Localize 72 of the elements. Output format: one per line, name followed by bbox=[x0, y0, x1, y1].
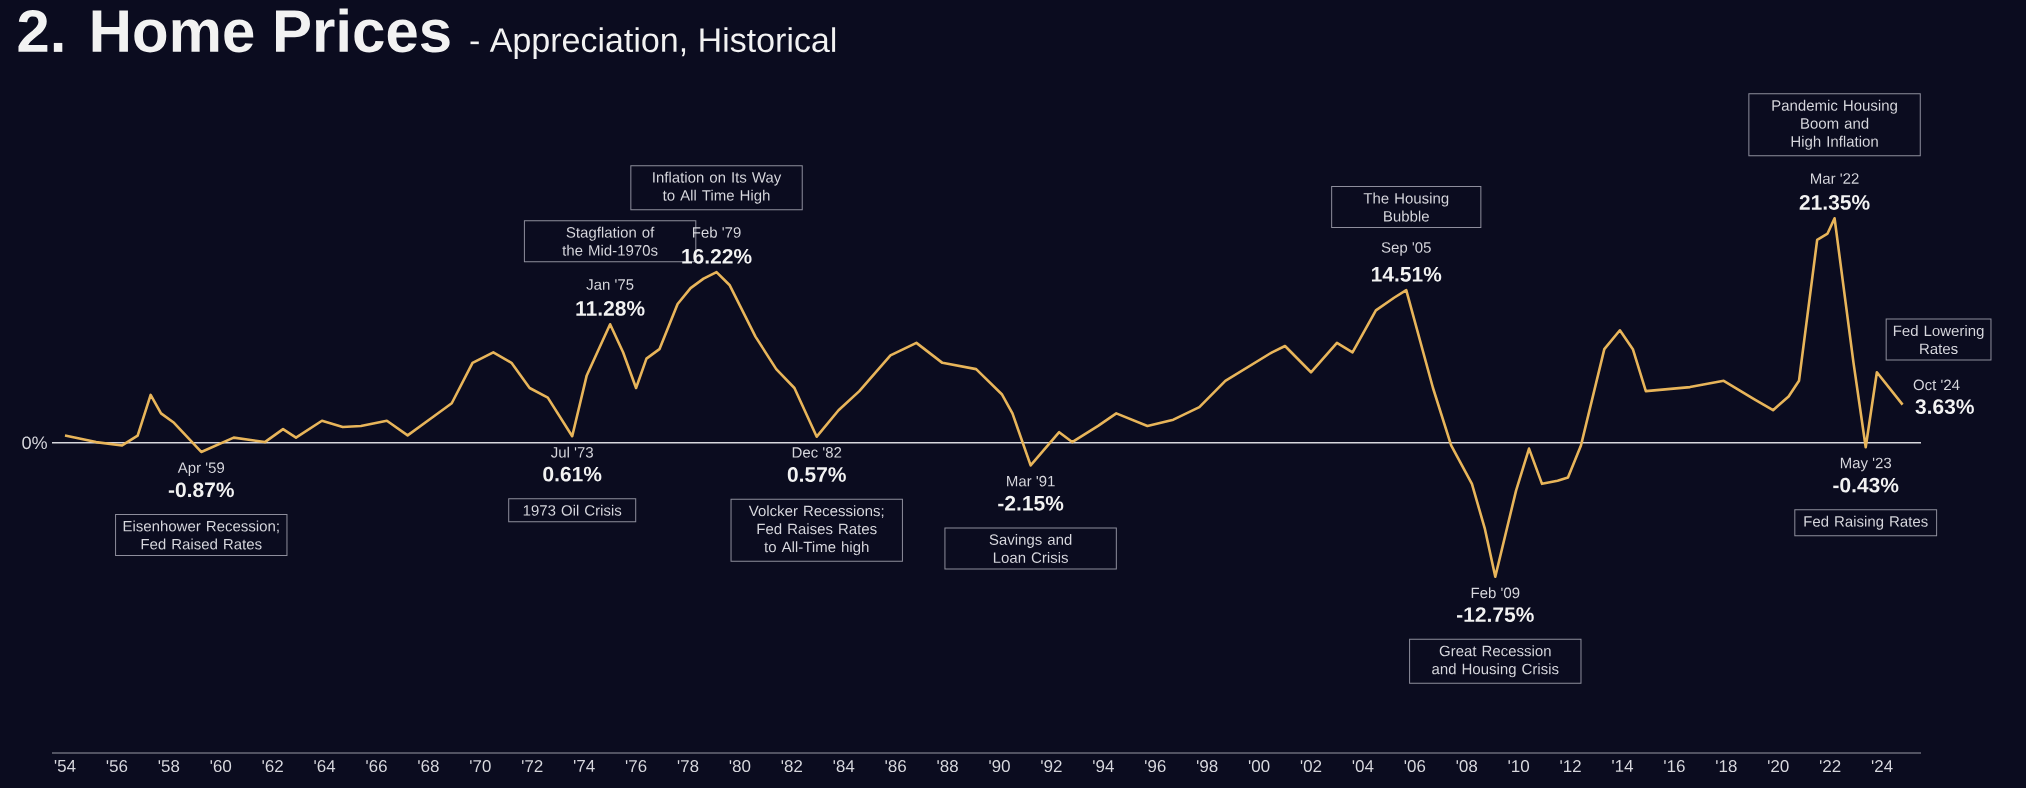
x-tick-label: '20 bbox=[1768, 760, 1789, 773]
annotation: The Housing Bubble bbox=[1363, 192, 1449, 222]
x-tick-label: '64 bbox=[314, 760, 336, 773]
annotation: -0.87% bbox=[168, 482, 234, 498]
x-tick-label: '14 bbox=[1612, 760, 1634, 772]
text: Inflation on Its Way to All Time High bbox=[653, 171, 782, 204]
x-tick-label: '02 bbox=[1300, 760, 1322, 773]
annotation: 16.22% bbox=[682, 248, 752, 264]
annotation: Jul '73 bbox=[550, 446, 593, 458]
annotation: 1973 Oil Crisis bbox=[523, 504, 622, 516]
text: Great Recession and Housing Crisis bbox=[1432, 645, 1559, 678]
text: 0% bbox=[22, 436, 47, 450]
annotation: Mar '91 bbox=[1007, 475, 1055, 487]
x-tick-label: '98 bbox=[1196, 760, 1218, 773]
annotation: Fed Raising Rates bbox=[1804, 515, 1928, 530]
x-tick-label: '04 bbox=[1352, 760, 1374, 773]
annotation: Eisenhower Recession; Fed Raised Rates bbox=[123, 520, 279, 550]
annotation: 0.61% bbox=[543, 466, 602, 482]
chart-subtitle: - Appreciation, Historical bbox=[470, 27, 836, 59]
x-tick-label: '58 bbox=[158, 760, 180, 773]
annotation: Stagflation of the Mid-1970s bbox=[562, 226, 658, 256]
x-tick-label: '08 bbox=[1456, 760, 1478, 773]
annotation: Fed Lowering Rates bbox=[1893, 325, 1984, 355]
annotation: 3.63% bbox=[1915, 399, 1974, 415]
annotation: Jan '75 bbox=[586, 279, 634, 290]
x-tick-label: '54 bbox=[54, 760, 76, 772]
x-tick-label: '82 bbox=[781, 760, 803, 773]
x-tick-label: '74 bbox=[573, 760, 595, 772]
x-tick-label: '00 bbox=[1248, 760, 1270, 773]
annotation: Volcker Recessions; Fed Raises Rates to All-Time high bbox=[748, 505, 884, 556]
annotation: Dec '82 bbox=[792, 447, 842, 458]
annotation: Feb '79 bbox=[692, 226, 741, 238]
annotation: 21.35% bbox=[1799, 195, 1870, 210]
x-tick-label: '22 bbox=[1819, 760, 1841, 772]
annotation: 0.57% bbox=[787, 467, 846, 482]
x-tick-label: '10 bbox=[1508, 760, 1530, 773]
annotation: -12.75% bbox=[1456, 607, 1534, 623]
annotation: Mar '22 bbox=[1811, 173, 1859, 184]
text: Pandemic Housing Boom and High Inflation bbox=[1772, 99, 1897, 150]
x-tick-label: '94 bbox=[1093, 760, 1114, 773]
annotation: -2.15% bbox=[998, 495, 1064, 511]
x-tick-label: '12 bbox=[1560, 760, 1581, 772]
x-tick-label: '72 bbox=[522, 760, 543, 772]
annotation: 11.28% bbox=[576, 300, 645, 316]
x-tick-label: '88 bbox=[937, 760, 958, 773]
x-tick-label: '70 bbox=[470, 760, 491, 773]
annotation: -0.43% bbox=[1833, 477, 1899, 493]
x-tick-label: '84 bbox=[833, 760, 855, 773]
x-tick-label: '92 bbox=[1041, 760, 1062, 773]
annotation: Feb '09 bbox=[1471, 587, 1520, 599]
x-tick-label: '78 bbox=[677, 760, 699, 773]
x-tick-label: '24 bbox=[1871, 760, 1893, 772]
x-tick-label: '68 bbox=[418, 760, 439, 773]
x-tick-label: '16 bbox=[1664, 760, 1685, 773]
x-tick-label: '80 bbox=[729, 760, 751, 773]
x-tick-label: '60 bbox=[210, 760, 232, 773]
annotation: Oct '24 bbox=[1913, 379, 1960, 391]
x-tick-label: '76 bbox=[625, 760, 647, 773]
x-tick-label: '18 bbox=[1716, 760, 1737, 773]
annotation: Sep '05 bbox=[1381, 242, 1431, 256]
x-tick-label: '06 bbox=[1404, 760, 1426, 773]
annotation: 14.51% bbox=[1371, 266, 1442, 282]
x-tick-label: '56 bbox=[106, 760, 128, 773]
x-tick-label: '86 bbox=[885, 760, 906, 773]
annotation: Savings and Loan Crisis bbox=[989, 533, 1072, 563]
x-tick-label: '66 bbox=[366, 760, 387, 773]
annotation: May '23 bbox=[1840, 457, 1892, 472]
x-tick-label: '62 bbox=[262, 760, 283, 773]
x-tick-label: '90 bbox=[989, 760, 1010, 773]
chart-title: 2. Home Prices bbox=[18, 8, 450, 53]
x-tick-label: '96 bbox=[1145, 760, 1166, 773]
annotation: Apr '59 bbox=[177, 462, 225, 476]
